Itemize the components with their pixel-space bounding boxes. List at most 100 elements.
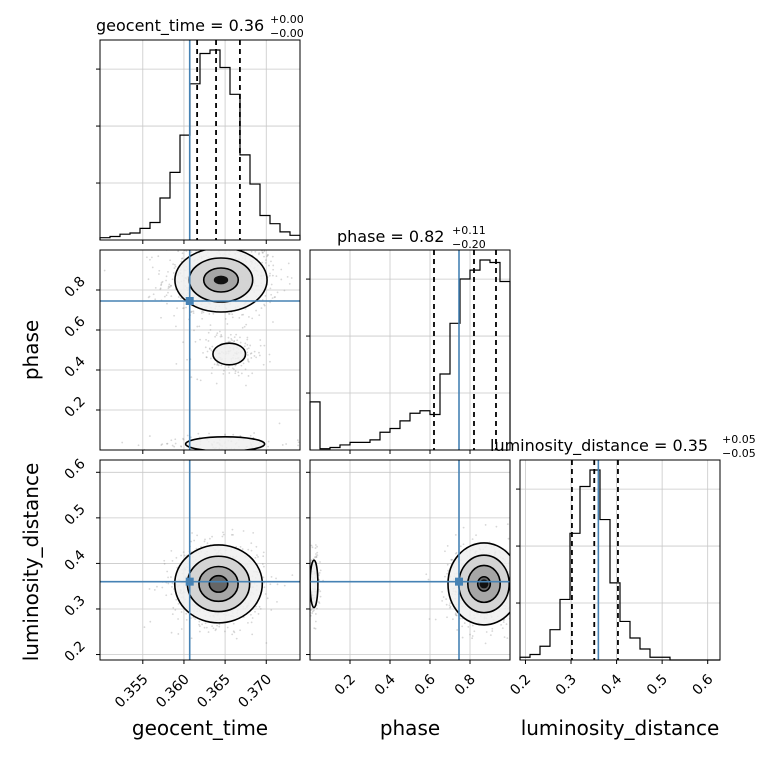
sample-point (512, 559, 514, 561)
sample-point (232, 622, 235, 625)
sample-point (190, 540, 193, 543)
sample-point (177, 244, 179, 246)
sample-point (185, 250, 188, 253)
sample-point (449, 606, 451, 609)
sample-point (182, 438, 185, 441)
sample-point (463, 622, 466, 624)
truth-marker (185, 297, 194, 305)
x-tick-label: 0.365 (194, 672, 234, 712)
sample-point (166, 302, 168, 305)
sample-point (278, 422, 281, 425)
sample-point (201, 623, 203, 626)
sample-point (518, 578, 520, 580)
sample-point (148, 588, 151, 590)
sample-point (473, 630, 476, 633)
sample-point (149, 620, 152, 623)
density-peak (213, 275, 229, 285)
sample-point (272, 268, 275, 271)
tick-labels: 0.355 0.360 0.365 0.370 0.2 0.4 0.6 0.8 0.2 0.3 0.… (62, 274, 717, 712)
sample-point (220, 364, 223, 367)
sample-point (511, 566, 513, 568)
density-peak (479, 579, 489, 589)
sample-point (247, 358, 249, 361)
sample-point (153, 589, 156, 591)
sample-point (518, 595, 520, 597)
sample-point (513, 575, 515, 577)
sample-point (246, 351, 249, 354)
sample-point (236, 339, 239, 342)
sample-point (180, 297, 182, 300)
sample-point (180, 611, 183, 613)
sample-point (170, 439, 173, 442)
sample-point (190, 637, 193, 640)
sample-point (254, 243, 256, 245)
sample-point (263, 250, 266, 253)
sample-point (521, 583, 523, 585)
hist-panel-luminosity_distance (516, 459, 721, 664)
sample-point (220, 334, 223, 336)
sample-point (484, 524, 487, 526)
sample-point (249, 245, 251, 247)
sample-point (502, 621, 505, 623)
sample-point (222, 369, 225, 372)
sample-point (527, 577, 529, 579)
sample-point (316, 607, 318, 610)
sample-point (259, 339, 262, 341)
sample-point (230, 337, 233, 340)
sample-point (156, 585, 158, 588)
sample-point (255, 309, 257, 312)
hist-panel-phase (306, 249, 511, 454)
sample-point (183, 554, 186, 557)
sample-point (312, 557, 315, 560)
sample-point (263, 344, 266, 347)
sample-point (200, 242, 202, 244)
sample-point (276, 583, 279, 586)
x-tick-label: 0.355 (112, 672, 152, 712)
sample-point (471, 635, 474, 637)
sample-point (521, 573, 523, 575)
sample-point (222, 533, 225, 536)
sample-point (245, 384, 247, 387)
sample-point (185, 612, 188, 615)
sample-point (444, 575, 446, 578)
sample-point (264, 294, 267, 297)
sample-point (202, 311, 205, 314)
sample-point (254, 556, 257, 559)
contour-line (466, 564, 501, 604)
sample-point (216, 452, 218, 454)
sample-point (467, 625, 470, 628)
sample-point (255, 605, 257, 608)
sample-point (445, 603, 448, 606)
sample-point (169, 285, 172, 287)
sample-point (192, 312, 195, 315)
sample-point (263, 303, 266, 306)
sample-point (266, 253, 269, 256)
sample-point (264, 593, 267, 595)
sample-point (446, 572, 449, 575)
sample-point (173, 267, 176, 270)
sample-point (227, 313, 230, 315)
sample-point (269, 301, 272, 304)
sample-point (211, 366, 214, 369)
sample-point (271, 255, 274, 258)
sample-point (244, 308, 247, 310)
sample-point (173, 314, 176, 317)
sample-point (251, 317, 254, 320)
y-tick-label: 0.3 (62, 593, 89, 620)
sample-point (269, 272, 271, 275)
sample-point (160, 246, 162, 248)
sample-point (193, 539, 196, 542)
sample-point (283, 289, 286, 292)
sample-point (145, 256, 148, 259)
title-luminosity-distance-sub: −0.05 (722, 447, 756, 460)
sample-point (231, 633, 234, 636)
sample-point (186, 434, 189, 437)
title-geocent-time-sub: −0.00 (270, 27, 304, 40)
x-tick-label: 0.2 (332, 672, 359, 699)
contour-line (208, 574, 229, 593)
sample-point (234, 372, 237, 375)
sample-point (160, 444, 163, 446)
sample-point (158, 273, 160, 275)
sample-point (455, 614, 458, 617)
